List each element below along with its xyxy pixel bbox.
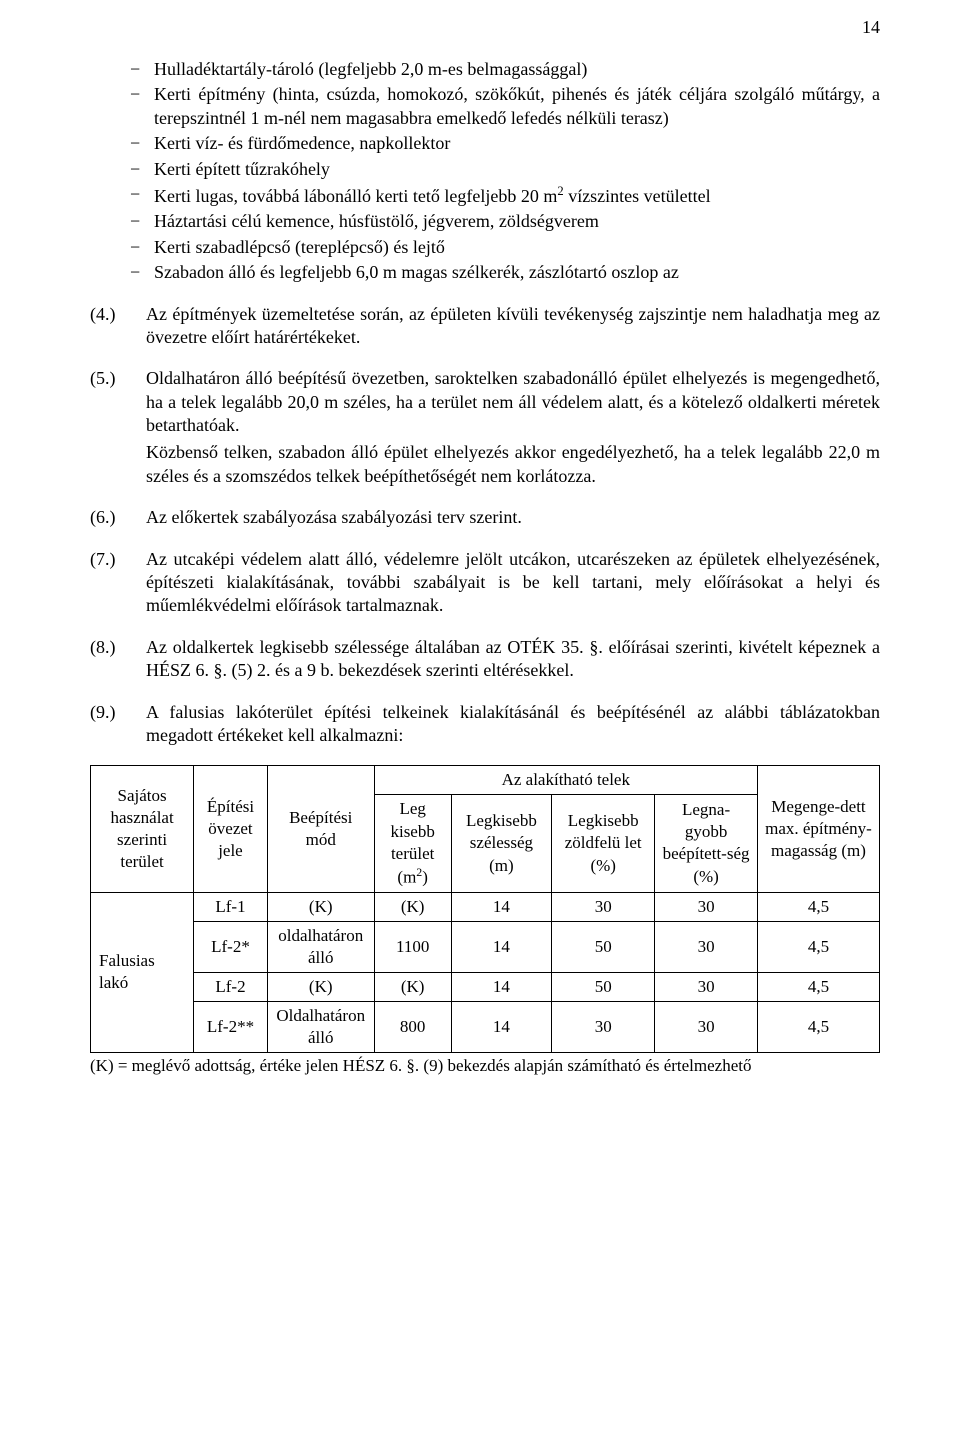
bullet-item: − Kerti építmény (hinta, csúzda, homokoz… bbox=[130, 83, 880, 130]
cell-beep: 30 bbox=[655, 1001, 758, 1052]
cell-terulet: (K) bbox=[374, 892, 451, 921]
paragraph-6: (6.) Az előkertek szabályozása szabályoz… bbox=[90, 506, 880, 533]
cell-jele: Lf-2** bbox=[194, 1001, 268, 1052]
bullet-text: Kerti víz- és fürdőmedence, napkollektor bbox=[154, 132, 880, 155]
bullet-text: Kerti szabadlépcső (tereplépcső) és lejt… bbox=[154, 236, 880, 259]
paragraph-body: Az építmények üzemeltetése során, az épü… bbox=[146, 303, 880, 354]
paragraph-number: (8.) bbox=[90, 636, 146, 659]
cell-szel: 14 bbox=[451, 921, 552, 972]
table-row: Lf-2** Oldalhatáron álló 800 14 30 30 4,… bbox=[91, 1001, 880, 1052]
regulation-table: Sajátos használat szerinti terület Építé… bbox=[90, 765, 880, 1053]
bullet-text: Háztartási célú kemence, húsfüstölő, jég… bbox=[154, 210, 880, 233]
paragraph-8: (8.) Az oldalkertek legkisebb szélessége… bbox=[90, 636, 880, 687]
bullet-dash-icon: − bbox=[130, 183, 154, 206]
cell-beep: 30 bbox=[655, 921, 758, 972]
bullet-dash-icon: − bbox=[130, 58, 154, 81]
col-terulet: Leg kisebb terület (m2) bbox=[374, 795, 451, 892]
cell-terulet: 800 bbox=[374, 1001, 451, 1052]
bullet-text: Kerti építmény (hinta, csúzda, homokozó,… bbox=[154, 83, 880, 130]
cell-beep: 30 bbox=[655, 972, 758, 1001]
bullet-item: − Kerti épített tűzrakóhely bbox=[130, 158, 880, 181]
cell-szel: 14 bbox=[451, 1001, 552, 1052]
bullet-dash-icon: − bbox=[130, 132, 154, 155]
paragraph-number: (9.) bbox=[90, 701, 146, 724]
paragraph-7: (7.) Az utcaképi védelem alatt álló, véd… bbox=[90, 548, 880, 622]
paragraph-body: Az előkertek szabályozása szabályozási t… bbox=[146, 506, 880, 533]
bullet-dash-icon: − bbox=[130, 236, 154, 259]
cell-jele: Lf-1 bbox=[194, 892, 268, 921]
cell-zold: 30 bbox=[552, 1001, 655, 1052]
bullet-text: Szabadon álló és legfeljebb 6,0 m magas … bbox=[154, 261, 880, 284]
paragraph-body: Az oldalkertek legkisebb szélessége álta… bbox=[146, 636, 880, 687]
col-group-alakithato: Az alakítható telek bbox=[374, 766, 757, 795]
paragraph-number: (6.) bbox=[90, 506, 146, 529]
cell-mag: 4,5 bbox=[757, 921, 879, 972]
bullet-text: Kerti épített tűzrakóhely bbox=[154, 158, 880, 181]
col-szelesseg: Legkisebb szélesség (m) bbox=[451, 795, 552, 892]
paragraph-9: (9.) A falusias lakóterület építési telk… bbox=[90, 701, 880, 752]
col-sajatos: Sajátos használat szerinti terület bbox=[91, 766, 194, 892]
cell-szel: 14 bbox=[451, 972, 552, 1001]
paragraph-body: Az utcaképi védelem alatt álló, védelemr… bbox=[146, 548, 880, 622]
col-ovezet: Építési övezet jele bbox=[194, 766, 268, 892]
table-row: Lf-2 (K) (K) 14 50 30 4,5 bbox=[91, 972, 880, 1001]
paragraph-5: (5.) Oldalhatáron álló beépítésű övezetb… bbox=[90, 367, 880, 492]
col-magassag: Megenge-dett max. építmény-magasság (m) bbox=[757, 766, 879, 892]
paragraph-body: A falusias lakóterület építési telkeinek… bbox=[146, 701, 880, 752]
bullet-text: Hulladéktartály-tároló (legfeljebb 2,0 m… bbox=[154, 58, 880, 81]
cell-zold: 30 bbox=[552, 892, 655, 921]
paragraph-number: (4.) bbox=[90, 303, 146, 326]
bullet-item: − Hulladéktartály-tároló (legfeljebb 2,0… bbox=[130, 58, 880, 81]
bullet-list: − Hulladéktartály-tároló (legfeljebb 2,0… bbox=[130, 58, 880, 285]
page: 14 − Hulladéktartály-tároló (legfeljebb … bbox=[0, 0, 960, 1436]
paragraph-number: (5.) bbox=[90, 367, 146, 390]
cell-mod: oldalhatáron álló bbox=[267, 921, 374, 972]
cell-mag: 4,5 bbox=[757, 892, 879, 921]
table-row: Lf-2* oldalhatáron álló 1100 14 50 30 4,… bbox=[91, 921, 880, 972]
page-number: 14 bbox=[862, 16, 880, 39]
bullet-item: − Kerti lugas, továbbá lábonálló kerti t… bbox=[130, 183, 880, 208]
bullet-dash-icon: − bbox=[130, 83, 154, 106]
table-footnote: (K) = meglévő adottság, értéke jelen HÉS… bbox=[90, 1055, 880, 1077]
bullet-item: − Kerti víz- és fürdőmedence, napkollekt… bbox=[130, 132, 880, 155]
cell-mod: Oldalhatáron álló bbox=[267, 1001, 374, 1052]
bullet-dash-icon: − bbox=[130, 210, 154, 233]
bullet-item: − Háztartási célú kemence, húsfüstölő, j… bbox=[130, 210, 880, 233]
bullet-dash-icon: − bbox=[130, 158, 154, 181]
col-mod: Beépítési mód bbox=[267, 766, 374, 892]
bullet-item: − Kerti szabadlépcső (tereplépcső) és le… bbox=[130, 236, 880, 259]
row-label: Falusias lakó bbox=[91, 892, 194, 1053]
bullet-dash-icon: − bbox=[130, 261, 154, 284]
cell-beep: 30 bbox=[655, 892, 758, 921]
paragraph-4: (4.) Az építmények üzemeltetése során, a… bbox=[90, 303, 880, 354]
cell-jele: Lf-2 bbox=[194, 972, 268, 1001]
table-row: Falusias lakó Lf-1 (K) (K) 14 30 30 4,5 bbox=[91, 892, 880, 921]
cell-mod: (K) bbox=[267, 892, 374, 921]
cell-zold: 50 bbox=[552, 972, 655, 1001]
cell-terulet: (K) bbox=[374, 972, 451, 1001]
bullet-text: Kerti lugas, továbbá lábonálló kerti tet… bbox=[154, 183, 880, 208]
cell-jele: Lf-2* bbox=[194, 921, 268, 972]
cell-mag: 4,5 bbox=[757, 972, 879, 1001]
bullet-item: − Szabadon álló és legfeljebb 6,0 m maga… bbox=[130, 261, 880, 284]
cell-mod: (K) bbox=[267, 972, 374, 1001]
paragraph-body: Oldalhatáron álló beépítésű övezetben, s… bbox=[146, 367, 880, 492]
cell-terulet: 1100 bbox=[374, 921, 451, 972]
cell-zold: 50 bbox=[552, 921, 655, 972]
table-header-row-1: Sajátos használat szerinti terület Építé… bbox=[91, 766, 880, 795]
paragraph-number: (7.) bbox=[90, 548, 146, 571]
col-beepitett: Legna-gyobb beépített-ség (%) bbox=[655, 795, 758, 892]
col-zoldfelu: Legkisebb zöldfelü let (%) bbox=[552, 795, 655, 892]
cell-mag: 4,5 bbox=[757, 1001, 879, 1052]
cell-szel: 14 bbox=[451, 892, 552, 921]
